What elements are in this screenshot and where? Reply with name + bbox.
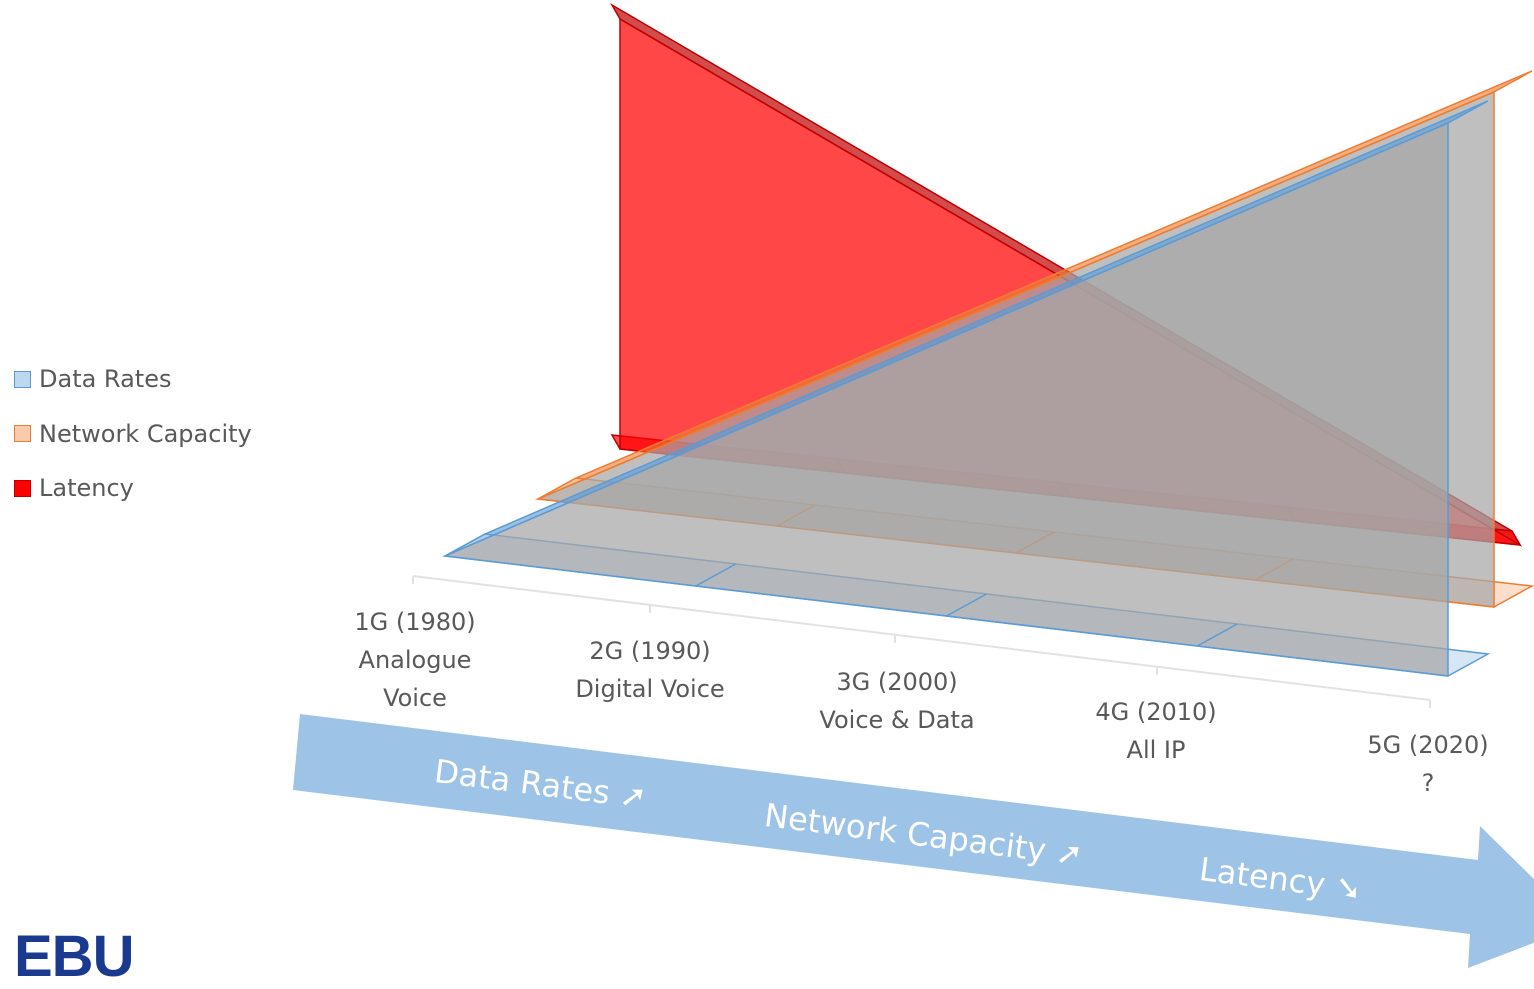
progress-arrow xyxy=(293,714,1534,968)
tick-line: All IP xyxy=(1126,736,1186,764)
tick-line: Digital Voice xyxy=(575,675,725,703)
tick-line: Voice & Data xyxy=(819,706,975,734)
legend-label: Latency xyxy=(39,474,134,502)
legend-item-data-rates: Data Rates xyxy=(14,364,252,394)
x-tick-1g: 1G (1980) Analogue Voice xyxy=(305,603,525,717)
legend: Data Rates Network Capacity Latency xyxy=(14,364,252,528)
x-tick-2g: 2G (1990) Digital Voice xyxy=(540,632,760,708)
legend-swatch-data-rates xyxy=(14,370,31,388)
arrow-up-icon: ➚ xyxy=(1053,832,1086,874)
legend-item-latency: Latency xyxy=(14,473,252,503)
x-axis-line xyxy=(412,575,1431,701)
tick-line: 4G (2010) xyxy=(1095,698,1217,726)
tick-line: Analogue xyxy=(358,646,472,674)
x-tick-4g: 4G (2010) All IP xyxy=(1046,693,1266,769)
chart-3d-area xyxy=(293,2,1534,968)
arrow-down-icon: ➘ xyxy=(1332,867,1365,909)
legend-label: Data Rates xyxy=(39,365,172,393)
tick-line: 1G (1980) xyxy=(354,608,476,636)
category-divider xyxy=(695,563,737,587)
x-tick-3g: 3G (2000) Voice & Data xyxy=(787,663,1007,739)
x-tick-5g: 5G (2020) ? xyxy=(1318,726,1534,802)
arrow-up-icon: ➚ xyxy=(617,775,649,817)
tick-line: Voice xyxy=(383,684,447,712)
tick-line: 3G (2000) xyxy=(836,668,958,696)
legend-swatch-latency xyxy=(14,479,31,497)
category-divider xyxy=(1196,623,1238,647)
category-divider xyxy=(946,593,987,617)
tick-line: ? xyxy=(1421,769,1435,797)
ebu-logo: EBU xyxy=(14,924,134,989)
tick-line: 2G (1990) xyxy=(589,637,711,665)
tick-line: 5G (2020) xyxy=(1367,731,1489,759)
legend-label: Network Capacity xyxy=(39,419,252,448)
legend-item-network-capacity: Network Capacity xyxy=(14,419,252,449)
series-area-data-rates xyxy=(442,121,1449,677)
legend-swatch-network-capacity xyxy=(14,425,31,442)
